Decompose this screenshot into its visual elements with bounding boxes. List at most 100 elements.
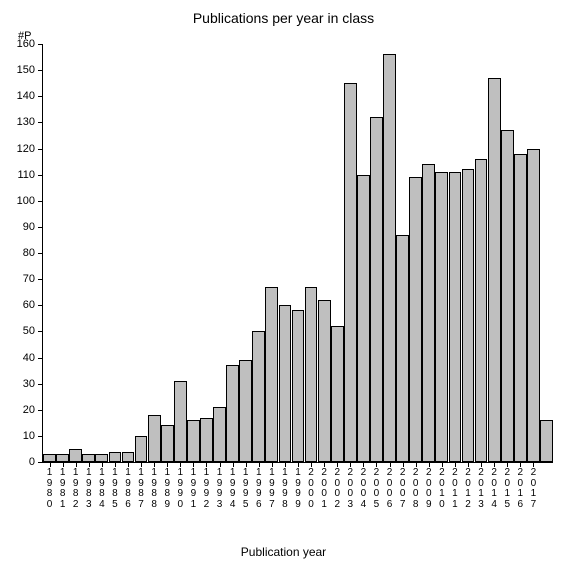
chart-title: Publications per year in class: [0, 10, 567, 26]
y-tick-label: 60: [23, 299, 35, 311]
bar: [109, 452, 122, 462]
bar: [213, 407, 226, 462]
bar: [252, 331, 265, 462]
bar: [239, 360, 252, 462]
x-tick-label: 2011: [449, 468, 461, 510]
y-tick-label: 90: [23, 221, 35, 233]
bar: [383, 54, 396, 462]
bar: [135, 436, 148, 462]
bar: [265, 287, 278, 462]
y-tick: [38, 305, 43, 306]
y-tick: [38, 384, 43, 385]
y-tick: [38, 410, 43, 411]
bar: [200, 418, 213, 462]
x-tick-label: 1990: [174, 468, 186, 510]
bar: [344, 83, 357, 462]
bar: [148, 415, 161, 462]
bar: [540, 420, 553, 462]
publications-chart: Publications per year in class #P 010203…: [0, 0, 567, 567]
y-tick: [38, 175, 43, 176]
bar: [174, 381, 187, 462]
x-tick-label: 2003: [344, 468, 356, 510]
x-tick-label: 2004: [357, 468, 369, 510]
y-tick: [38, 122, 43, 123]
x-tick-label: 1981: [57, 468, 69, 510]
y-tick-label: 100: [17, 195, 35, 207]
x-tick-label: 1997: [266, 468, 278, 510]
y-tick-label: 20: [23, 404, 35, 416]
x-tick-label: 1984: [96, 468, 108, 510]
x-tick-label: 1982: [70, 468, 82, 510]
x-tick-label: 2016: [514, 468, 526, 510]
y-tick: [38, 253, 43, 254]
x-tick-label: 2014: [488, 468, 500, 510]
y-tick: [38, 358, 43, 359]
x-tick-label: 1987: [135, 468, 147, 510]
x-tick-label: 1989: [161, 468, 173, 510]
y-tick-label: 120: [17, 143, 35, 155]
x-tick-label: 2015: [501, 468, 513, 510]
y-tick: [38, 70, 43, 71]
bar: [43, 454, 56, 462]
bar: [514, 154, 527, 462]
y-tick-label: 80: [23, 247, 35, 259]
x-tick-label: 2002: [331, 468, 343, 510]
bar: [357, 175, 370, 462]
x-tick-label: 1995: [240, 468, 252, 510]
bar: [279, 305, 292, 462]
bar: [161, 425, 174, 462]
x-tick-label: 1991: [187, 468, 199, 510]
y-tick: [38, 331, 43, 332]
y-tick-label: 160: [17, 38, 35, 50]
y-tick-label: 70: [23, 273, 35, 285]
x-tick-label: 2010: [436, 468, 448, 510]
x-tick-label: 2006: [384, 468, 396, 510]
bar: [475, 159, 488, 462]
x-tick-label: 2013: [475, 468, 487, 510]
bar: [435, 172, 448, 462]
y-tick: [38, 227, 43, 228]
bar: [318, 300, 331, 462]
x-tick-label: 2007: [397, 468, 409, 510]
x-tick-label: 1986: [122, 468, 134, 510]
bar: [82, 454, 95, 462]
y-tick: [38, 96, 43, 97]
y-tick-label: 150: [17, 64, 35, 76]
y-tick-label: 40: [23, 352, 35, 364]
plot-area: 0102030405060708090100110120130140150160…: [42, 44, 553, 463]
x-tick-label: 1985: [109, 468, 121, 510]
bar: [331, 326, 344, 462]
bar: [370, 117, 383, 462]
bar: [396, 235, 409, 462]
x-tick-label: 1992: [200, 468, 212, 510]
bar: [56, 454, 69, 462]
y-tick-label: 30: [23, 378, 35, 390]
bar: [95, 454, 108, 462]
y-tick-label: 0: [29, 456, 35, 468]
x-axis-label: Publication year: [0, 545, 567, 559]
bar: [69, 449, 82, 462]
x-tick-label: 2008: [410, 468, 422, 510]
x-tick-label: 2000: [305, 468, 317, 510]
y-tick: [38, 462, 43, 463]
bar: [449, 172, 462, 462]
bar: [422, 164, 435, 462]
y-tick-label: 10: [23, 430, 35, 442]
bar: [292, 310, 305, 462]
bar: [305, 287, 318, 462]
y-tick: [38, 436, 43, 437]
x-tick-label: 2009: [423, 468, 435, 510]
x-tick-label: 1994: [227, 468, 239, 510]
x-tick-label: 1980: [44, 468, 56, 510]
bar: [226, 365, 239, 462]
x-tick-label: 1999: [292, 468, 304, 510]
bar: [409, 177, 422, 462]
bar: [488, 78, 501, 462]
y-tick: [38, 149, 43, 150]
x-tick-label: 1993: [214, 468, 226, 510]
x-tick-label: 1996: [253, 468, 265, 510]
x-tick-label: 2012: [462, 468, 474, 510]
y-tick-label: 130: [17, 116, 35, 128]
y-tick-label: 110: [17, 169, 35, 181]
bar: [187, 420, 200, 462]
